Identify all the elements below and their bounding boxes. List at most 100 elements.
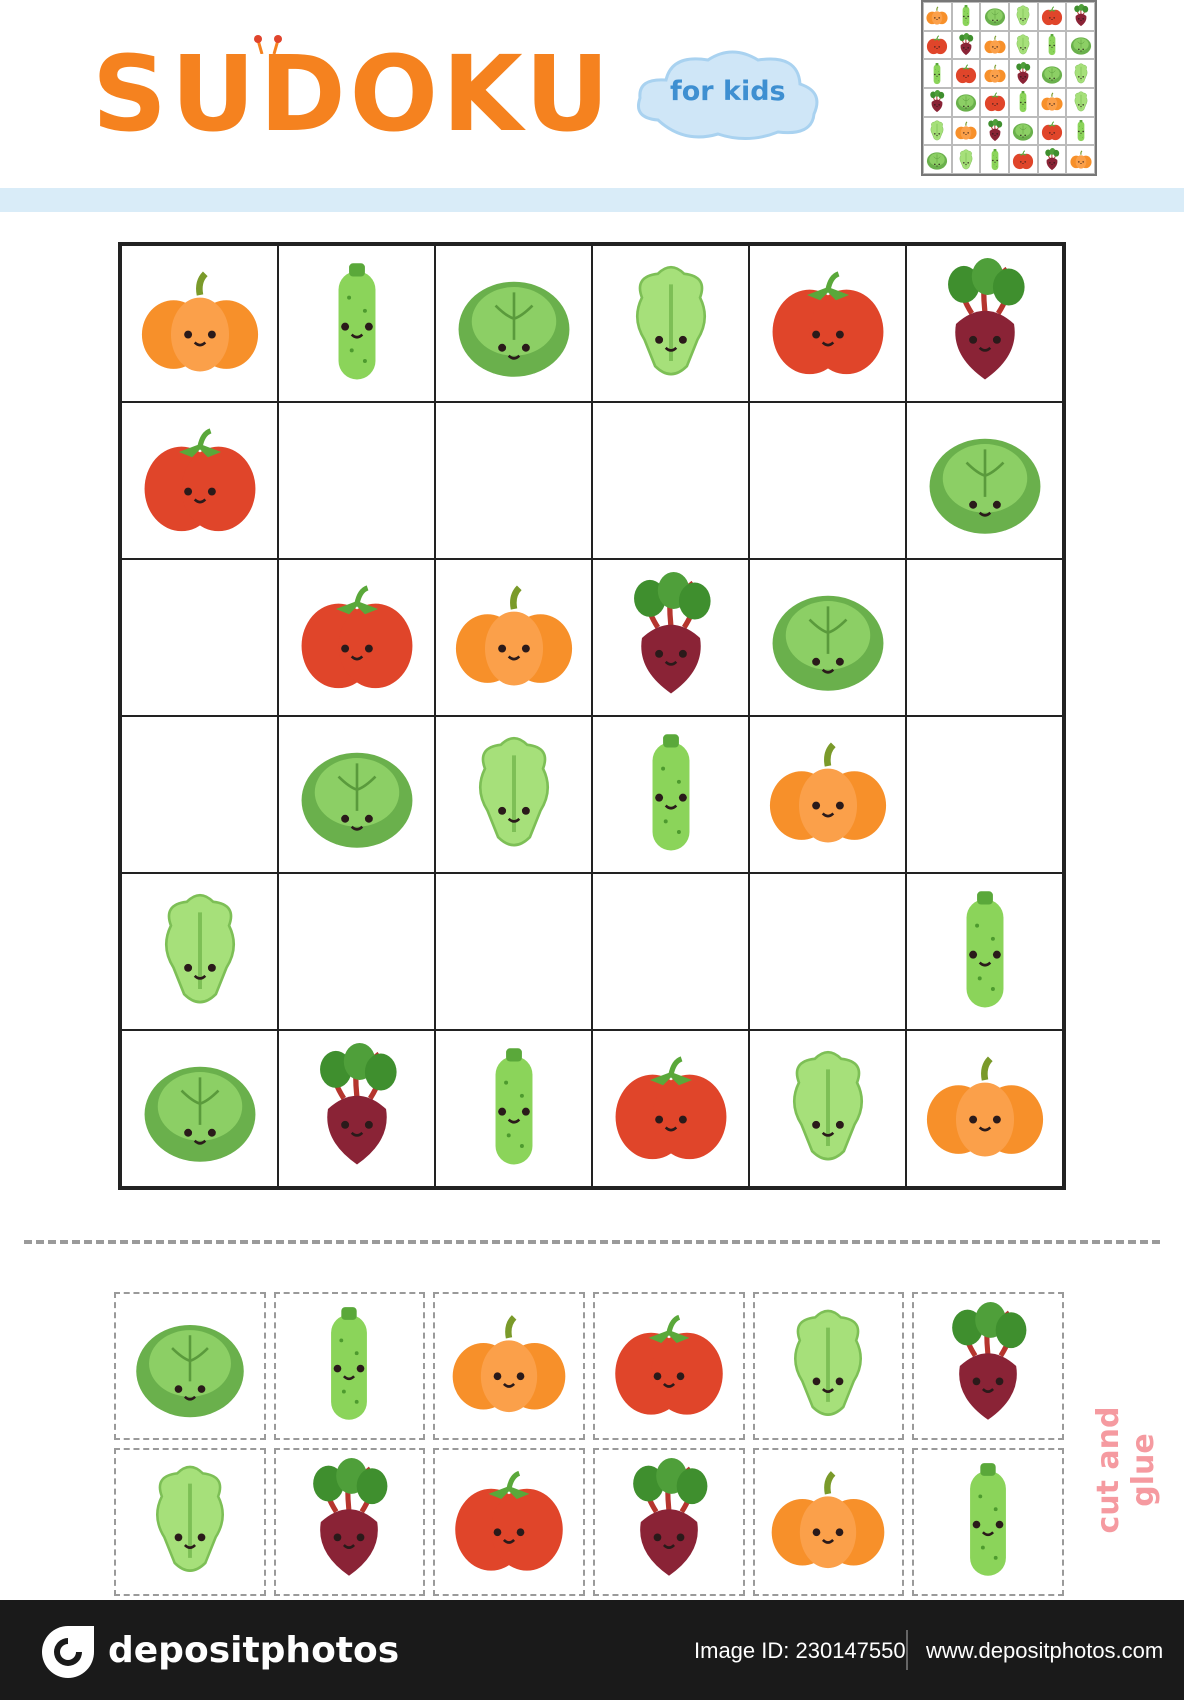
cucumber-icon [1077,119,1085,142]
tomato-icon [772,270,883,374]
board-cell-r4-c5 [749,716,906,873]
lettuce-icon [478,736,549,846]
beet-icon [947,257,1025,379]
board-cell-r5-c2[interactable] [278,873,435,1030]
tomato-icon [615,1055,726,1159]
board-cell-r5-c6 [906,873,1063,1030]
cabbage-icon [136,1325,244,1418]
board-cell-r2-c3[interactable] [435,402,592,559]
board-cell-r3-c2 [278,559,435,716]
board-cell-r5-c4[interactable] [592,873,749,1030]
board-cell-r3-c5 [749,559,906,716]
board-cell-r6-c6 [906,1030,1063,1187]
lettuce-icon [930,120,944,141]
preview-cell-r5-c2 [951,116,981,146]
lettuce-icon [794,1309,863,1416]
lettuce-icon [155,1465,224,1572]
cut-piece-cucumber[interactable] [273,1292,426,1440]
pumpkin-icon [984,35,1006,54]
pumpkin-icon [455,585,572,686]
beet-icon [313,1458,388,1576]
pumpkin-icon [1070,150,1092,169]
preview-cell-r1-c3 [980,2,1009,31]
footer-separator [906,1630,908,1670]
pumpkin-icon [772,1471,885,1569]
cucumber-icon [331,1307,368,1420]
board-cell-r4-c6[interactable] [906,716,1063,873]
beet-icon [633,571,711,693]
beet-icon [952,1302,1027,1420]
beet-icon [319,1042,397,1164]
cucumber-icon [652,733,689,850]
board-cell-r6-c4 [592,1030,749,1187]
cucumber-icon [962,5,970,27]
pumpkin-icon [1041,92,1063,111]
page-title: SUDOKU [92,33,614,155]
preview-cell-r4-c6 [1066,87,1095,117]
cut-piece-pumpkin[interactable] [752,1448,905,1596]
preview-cell-r4-c4 [1008,87,1038,117]
beet-icon [1073,4,1088,27]
cut-and-glue-text: cut and glue [1091,1406,1161,1534]
beet-icon [987,118,1002,142]
board-cell-r2-c5[interactable] [749,402,906,559]
cabbage-icon [1013,123,1034,141]
cut-piece-tomato[interactable] [433,1448,585,1596]
preview-cell-r1-c4 [1008,2,1038,31]
board-cell-r2-c2[interactable] [278,402,435,559]
pumpkin-icon [141,271,258,372]
cabbage-icon [1041,65,1063,84]
image-id: Image ID: 230147550 [694,1638,906,1663]
cabbage-icon [772,595,883,691]
board-cell-r3-c1[interactable] [121,559,278,716]
cut-piece-beet[interactable] [273,1448,426,1596]
preview-cell-r6-c3 [980,145,1009,174]
board-cell-r1-c6 [906,245,1063,402]
footer-site: www.depositphotos.com [926,1638,1164,1663]
pumpkin-icon [452,1315,566,1413]
subtitle: for kids [670,76,786,107]
board-cell-r5-c3[interactable] [435,873,592,1030]
tomato-icon [144,427,255,531]
lettuce-icon [1074,63,1088,84]
preview-cell-r2-c2 [951,30,981,60]
board-cell-r2-c6 [906,402,1063,559]
preview-cell-r5-c5 [1037,116,1067,146]
tomato-icon [1013,150,1034,169]
cut-piece-cucumber[interactable] [912,1448,1064,1596]
preview-cell-r5-c3 [980,116,1009,146]
preview-cell-r2-c3 [980,30,1009,60]
board-cell-r3-c6[interactable] [906,559,1063,716]
preview-cell-r1-c6 [1066,2,1095,31]
cut-piece-pumpkin[interactable] [433,1292,585,1440]
lettuce-icon [1016,34,1030,55]
preview-cell-r6-c5 [1037,145,1067,174]
cut-piece-tomato[interactable] [593,1292,745,1440]
cut-piece-cabbage[interactable] [114,1292,266,1440]
board-cell-r5-c5[interactable] [749,873,906,1030]
depositphotos-logo-icon [42,1626,94,1678]
board-cell-r1-c4 [592,245,749,402]
cucumber-icon [966,890,1003,1007]
preview-cell-r4-c2 [951,87,981,117]
cut-piece-lettuce[interactable] [752,1292,905,1440]
cut-piece-lettuce[interactable] [114,1448,266,1596]
board-cell-r2-c4[interactable] [592,402,749,559]
board-cell-r6-c5 [749,1030,906,1187]
preview-cell-r4-c1 [923,87,952,117]
board-cell-r4-c1[interactable] [121,716,278,873]
preview-cell-r2-c5 [1037,30,1067,60]
cut-piece-beet[interactable] [593,1448,745,1596]
tomato-icon [615,1314,723,1415]
lettuce-icon [792,1050,863,1160]
cut-piece-beet[interactable] [912,1292,1064,1440]
cabbage-icon [301,752,412,848]
board-cell-r1-c2 [278,245,435,402]
pumpkin-icon [769,742,886,843]
board-cell-r3-c3 [435,559,592,716]
preview-cell-r5-c4 [1008,116,1038,146]
tomato-icon [1041,121,1063,141]
preview-cell-r6-c2 [951,145,981,174]
board-cell-r1-c5 [749,245,906,402]
beet-icon [1016,61,1031,84]
